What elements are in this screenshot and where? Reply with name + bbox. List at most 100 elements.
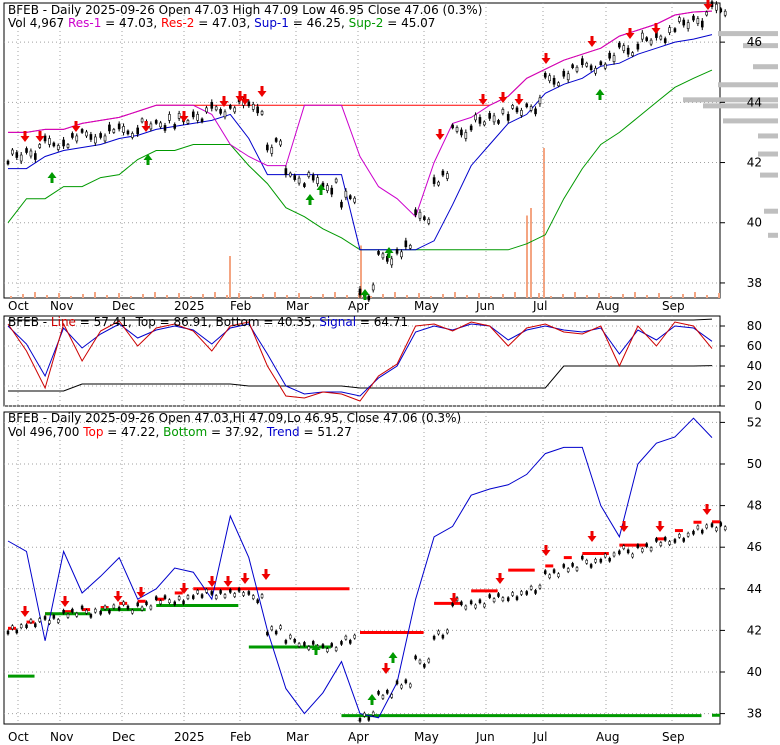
candle-body (122, 126, 125, 133)
volume-bar (562, 294, 564, 298)
candle-body (390, 694, 393, 698)
candle-body (529, 586, 533, 590)
candle-body (19, 154, 23, 162)
top-header-line2: Vol 4,967 Res-1 = 47.03, Res-2 = 47.03, … (8, 16, 435, 30)
candle-body (631, 553, 634, 558)
candle-body (483, 121, 486, 126)
sell-arrow-icon (435, 129, 445, 140)
volume-bar (502, 294, 504, 298)
candle-body (99, 610, 102, 615)
volume-profile-bar (703, 103, 778, 109)
buy-arrow-icon (311, 644, 321, 655)
candle-body (256, 106, 259, 114)
candle-body (571, 563, 574, 567)
candle-body (25, 148, 28, 153)
candle-body (99, 133, 102, 138)
candle-body (71, 133, 74, 138)
candle-body (705, 11, 708, 16)
candle-body (464, 132, 468, 139)
buy-arrow-icon (384, 247, 394, 258)
candle-body (710, 523, 714, 527)
candle-body (377, 251, 380, 255)
candle-body (520, 591, 523, 595)
volume-bar (10, 296, 12, 298)
candle-body (678, 534, 681, 538)
volume-bar (550, 296, 552, 298)
candle-body (344, 635, 348, 640)
volume-bar (466, 295, 468, 298)
candle-body (599, 61, 603, 66)
candle-body (538, 97, 542, 105)
x-axis-label: Aug (596, 299, 619, 313)
candle-body (177, 113, 181, 119)
candle-body (112, 604, 116, 609)
candle-body (131, 133, 134, 138)
candle-body (608, 557, 611, 562)
candle-body (599, 558, 603, 563)
volume-bar (94, 292, 96, 298)
candle-body (705, 524, 708, 529)
candle-body (223, 111, 227, 118)
candle-body (89, 134, 93, 140)
volume-bar (406, 295, 408, 298)
candle-body (483, 603, 486, 608)
candle-body (715, 527, 718, 532)
candle-body (649, 39, 653, 45)
candle-body (154, 120, 158, 124)
candle-body (233, 107, 237, 113)
bot-header-line1: BFEB - Daily 2025-09-26 Open 47.03,Hi 47… (8, 411, 461, 425)
candle-body (260, 594, 264, 598)
candle-body (418, 659, 422, 664)
candle-body (80, 129, 84, 133)
candle-body (640, 32, 644, 40)
candle-body (395, 680, 399, 685)
candle-body (455, 127, 459, 132)
volume-profile-bar (764, 208, 778, 214)
x-axis-label: 2025 (174, 730, 205, 744)
candle-body (34, 623, 37, 627)
x-axis-label: Oct (8, 730, 29, 744)
candle-body (668, 27, 671, 33)
candle-body (488, 113, 491, 119)
candle-body (437, 630, 440, 635)
sell-arrow-icon (240, 94, 250, 105)
volume-bar (634, 292, 636, 298)
candle-body (177, 596, 181, 600)
candle-body (29, 150, 33, 157)
candle-body (66, 614, 70, 618)
bot-y-tick-label: 40 (747, 665, 762, 679)
candle-body (112, 129, 116, 133)
volume-profile-bar (753, 64, 778, 70)
candle-body (56, 145, 60, 150)
candle-body (701, 529, 704, 534)
volume-bar (598, 293, 600, 298)
volume-profile-bar (718, 82, 778, 88)
volume-bar (586, 295, 588, 298)
sell-arrow-icon (449, 593, 459, 604)
mid-y-tick-label: 60 (747, 339, 762, 353)
candle-body (200, 594, 204, 598)
volume-profile-bar (758, 133, 778, 139)
candle-body (38, 144, 42, 148)
candle-body (353, 197, 356, 203)
volume-bar (262, 294, 264, 298)
candle-body (723, 10, 727, 16)
candle-body (344, 190, 348, 198)
bot-y-tick-label: 48 (747, 499, 762, 513)
candle-body (488, 594, 491, 598)
candle-body (89, 614, 93, 618)
candle-body (451, 602, 454, 607)
candle-body (297, 177, 301, 184)
top-header-line1: BFEB - Daily 2025-09-26 Open 47.03 High … (8, 3, 482, 17)
candle-body (636, 544, 640, 548)
volume-bar (22, 294, 24, 298)
candle-body (626, 47, 630, 55)
sell-arrow-icon (619, 521, 629, 532)
candle-body (451, 124, 454, 129)
candle-body (191, 111, 195, 118)
x-axis-label: Sep (662, 730, 685, 744)
sell-arrow-icon (625, 28, 635, 39)
candle-body (548, 574, 551, 579)
candle-body (655, 538, 658, 542)
